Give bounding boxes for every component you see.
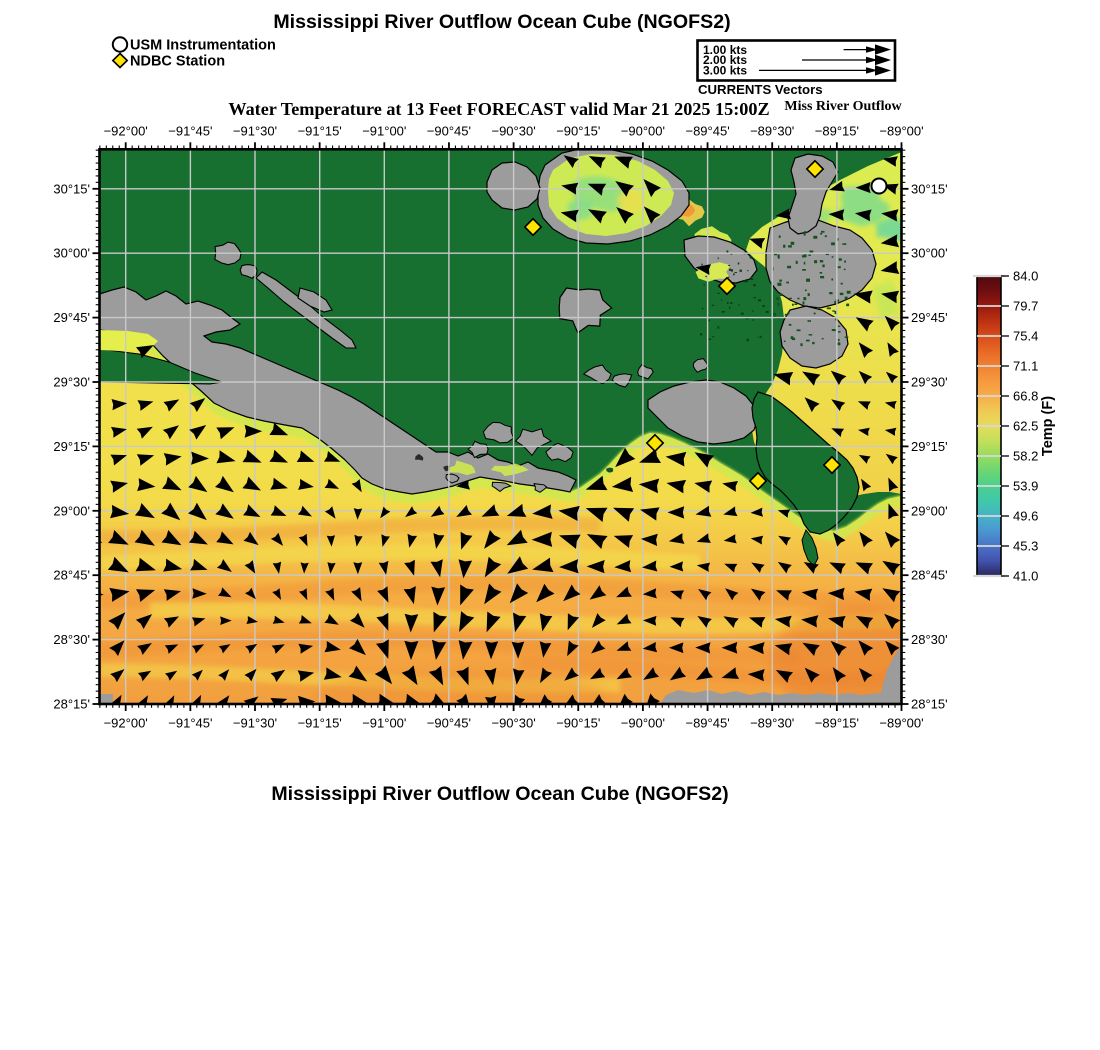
svg-text:29°00': 29°00': [53, 503, 90, 518]
svg-text:29°30': 29°30': [911, 375, 948, 390]
svg-text:49.6: 49.6: [1013, 509, 1038, 524]
svg-text:−92°00': −92°00': [104, 124, 148, 139]
svg-text:28°45': 28°45': [911, 568, 948, 583]
svg-text:28°15': 28°15': [911, 697, 948, 712]
svg-text:30°15': 30°15': [911, 181, 948, 196]
svg-text:1.00 kts: 1.00 kts: [703, 43, 747, 57]
svg-text:−91°45': −91°45': [168, 716, 212, 731]
svg-text:−89°45': −89°45': [685, 716, 729, 731]
svg-text:CURRENTS Vectors: CURRENTS Vectors: [698, 82, 823, 97]
svg-text:−90°00': −90°00': [621, 716, 665, 731]
svg-text:41.0: 41.0: [1013, 569, 1038, 584]
svg-text:29°30': 29°30': [53, 375, 90, 390]
svg-text:−90°00': −90°00': [621, 124, 665, 139]
svg-text:−91°30': −91°30': [233, 716, 277, 731]
svg-text:66.8: 66.8: [1013, 389, 1038, 404]
svg-text:53.9: 53.9: [1013, 479, 1038, 494]
svg-text:30°15': 30°15': [53, 181, 90, 196]
svg-text:79.7: 79.7: [1013, 299, 1038, 314]
svg-text:−89°15': −89°15': [815, 124, 859, 139]
svg-text:−91°15': −91°15': [298, 716, 342, 731]
svg-text:NDBC Station: NDBC Station: [130, 54, 225, 70]
svg-text:62.5: 62.5: [1013, 419, 1038, 434]
svg-text:Mississippi River Outflow Ocea: Mississippi River Outflow Ocean Cube (NG…: [273, 11, 730, 33]
svg-text:58.2: 58.2: [1013, 449, 1038, 464]
svg-text:Mississippi River Outflow Ocea: Mississippi River Outflow Ocean Cube (NG…: [271, 783, 728, 805]
svg-text:−91°00': −91°00': [362, 124, 406, 139]
svg-text:3.00 kts: 3.00 kts: [703, 64, 747, 78]
svg-text:28°30': 28°30': [53, 632, 90, 647]
svg-text:75.4: 75.4: [1013, 329, 1038, 344]
svg-text:29°15': 29°15': [911, 439, 948, 454]
svg-text:−91°15': −91°15': [298, 124, 342, 139]
svg-text:−90°45': −90°45': [427, 716, 471, 731]
svg-text:−89°30': −89°30': [750, 716, 794, 731]
svg-text:2.00 kts: 2.00 kts: [703, 53, 747, 67]
svg-text:30°00': 30°00': [53, 246, 90, 261]
svg-text:45.3: 45.3: [1013, 539, 1038, 554]
svg-text:−89°00': −89°00': [879, 716, 923, 731]
svg-text:30°00': 30°00': [911, 246, 948, 261]
svg-text:−89°15': −89°15': [815, 716, 859, 731]
svg-text:−91°45': −91°45': [168, 124, 212, 139]
svg-text:−90°15': −90°15': [556, 716, 600, 731]
svg-text:−90°45': −90°45': [427, 124, 471, 139]
svg-text:71.1: 71.1: [1013, 359, 1038, 374]
svg-text:USM Instrumentation: USM Instrumentation: [130, 38, 276, 54]
svg-text:−92°00': −92°00': [104, 716, 148, 731]
svg-text:−90°15': −90°15': [556, 124, 600, 139]
svg-text:−91°00': −91°00': [362, 716, 406, 731]
svg-text:−89°45': −89°45': [685, 124, 729, 139]
svg-text:Miss River Outflow: Miss River Outflow: [784, 99, 902, 114]
svg-text:Water Temperature at 13 Feet F: Water Temperature at 13 Feet FORECAST va…: [228, 99, 769, 119]
svg-text:29°45': 29°45': [53, 310, 90, 325]
svg-text:29°15': 29°15': [53, 439, 90, 454]
svg-text:Temp (F): Temp (F): [1040, 396, 1056, 456]
svg-text:29°00': 29°00': [911, 503, 948, 518]
svg-text:29°45': 29°45': [911, 310, 948, 325]
svg-text:28°45': 28°45': [53, 568, 90, 583]
svg-text:−89°00': −89°00': [879, 124, 923, 139]
svg-text:−89°30': −89°30': [750, 124, 794, 139]
svg-text:84.0: 84.0: [1013, 269, 1038, 284]
svg-text:−90°30': −90°30': [491, 124, 535, 139]
svg-text:28°30': 28°30': [911, 632, 948, 647]
svg-text:−91°30': −91°30': [233, 124, 277, 139]
svg-text:28°15': 28°15': [53, 697, 90, 712]
svg-text:−90°30': −90°30': [491, 716, 535, 731]
